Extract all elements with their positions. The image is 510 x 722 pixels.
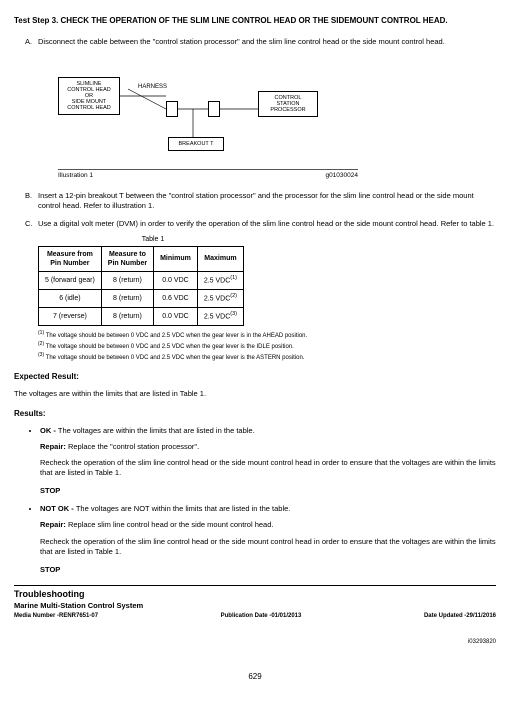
doc-id: i03293820 bbox=[14, 638, 496, 646]
th-from: Measure from Pin Number bbox=[39, 246, 102, 272]
step-b-text: Insert a 12-pin breakout T between the "… bbox=[38, 191, 474, 210]
notok-stop: STOP bbox=[40, 565, 496, 575]
footnote-3: (3) The voltage should be between 0 VDC … bbox=[38, 352, 496, 362]
step-marker-c: C. bbox=[25, 219, 33, 229]
date-updated: Date Updated -29/11/2016 bbox=[424, 612, 496, 620]
troubleshooting-meta-row: Media Number -RENR7651-07 Publication Da… bbox=[14, 612, 496, 620]
table-row: 7 (reverse) 8 (return) 0.0 VDC 2.5 VDC(3… bbox=[39, 307, 244, 325]
results-list: OK - The voltages are within the limits … bbox=[14, 426, 496, 575]
table-row: 6 (idle) 8 (return) 0.6 VDC 2.5 VDC(2) bbox=[39, 290, 244, 308]
expected-result-heading: Expected Result: bbox=[14, 372, 496, 383]
troubleshooting-title: Troubleshooting bbox=[14, 588, 496, 600]
cell: 0.0 VDC bbox=[154, 307, 198, 325]
wiring-diagram: SLIMLINE CONTROL HEAD OR SIDE MOUNT CONT… bbox=[58, 77, 358, 167]
cell: 8 (return) bbox=[101, 290, 153, 308]
cell: 0.6 VDC bbox=[154, 290, 198, 308]
th-min: Minimum bbox=[154, 246, 198, 272]
cell: 8 (return) bbox=[101, 307, 153, 325]
results-heading: Results: bbox=[14, 409, 496, 420]
notok-repair: Repair: Replace slim line control head o… bbox=[40, 520, 496, 530]
cell: 7 (reverse) bbox=[39, 307, 102, 325]
ok-repair: Repair: Replace the "control station pro… bbox=[40, 442, 496, 452]
notok-lead: NOT OK - bbox=[40, 504, 76, 513]
result-ok: OK - The voltages are within the limits … bbox=[40, 426, 496, 497]
ok-recheck: Recheck the operation of the slim line c… bbox=[40, 458, 496, 478]
table-caption: Table 1 bbox=[38, 235, 268, 244]
th-max: Maximum bbox=[197, 246, 243, 272]
procedure-list: A. Disconnect the cable between the "con… bbox=[14, 37, 496, 362]
step-c: C. Use a digital volt meter (DVM) in ord… bbox=[28, 219, 496, 362]
step-b: B. Insert a 12-pin breakout T between th… bbox=[28, 191, 496, 211]
step-a: A. Disconnect the cable between the "con… bbox=[28, 37, 496, 181]
table-header-row: Measure from Pin Number Measure to Pin N… bbox=[39, 246, 244, 272]
notok-text: The voltages are NOT within the limits t… bbox=[76, 504, 291, 513]
cell: 2.5 VDC(3) bbox=[197, 307, 243, 325]
notok-recheck: Recheck the operation of the slim line c… bbox=[40, 537, 496, 557]
troubleshooting-sub: Marine Multi-Station Control System bbox=[14, 601, 496, 611]
step-marker-b: B. bbox=[25, 191, 32, 201]
cell: 6 (idle) bbox=[39, 290, 102, 308]
diagram-container: SLIMLINE CONTROL HEAD OR SIDE MOUNT CONT… bbox=[38, 77, 496, 181]
illustration-caption-row: Illustration 1 g01030024 bbox=[58, 172, 358, 181]
media-number: Media Number -RENR7651-07 bbox=[14, 612, 98, 620]
ok-text: The voltages are within the limits that … bbox=[58, 426, 255, 435]
expected-result-text: The voltages are within the limits that … bbox=[14, 389, 496, 399]
th-to: Measure to Pin Number bbox=[101, 246, 153, 272]
step-a-text: Disconnect the cable between the "contro… bbox=[38, 37, 445, 46]
footnote-1: (1) (1) The voltage should be between 0 … bbox=[38, 330, 496, 340]
footnote-2: (2) The voltage should be between 0 VDC … bbox=[38, 341, 496, 351]
illustration-label: Illustration 1 bbox=[58, 172, 93, 181]
cell: 2.5 VDC(2) bbox=[197, 290, 243, 308]
diagram-lines bbox=[58, 77, 358, 167]
publication-date: Publication Date -01/01/2013 bbox=[221, 612, 302, 620]
voltage-table: Measure from Pin Number Measure to Pin N… bbox=[38, 246, 244, 326]
ok-stop: STOP bbox=[40, 486, 496, 496]
cell: 8 (return) bbox=[101, 272, 153, 290]
table-block: Table 1 Measure from Pin Number Measure … bbox=[38, 235, 496, 362]
ok-lead: OK - bbox=[40, 426, 58, 435]
cell: 5 (forward gear) bbox=[39, 272, 102, 290]
illustration-code: g01030024 bbox=[325, 172, 358, 181]
table-row: 5 (forward gear) 8 (return) 0.0 VDC 2.5 … bbox=[39, 272, 244, 290]
troubleshooting-block: Troubleshooting Marine Multi-Station Con… bbox=[14, 585, 496, 620]
cell: 0.0 VDC bbox=[154, 272, 198, 290]
result-notok: NOT OK - The voltages are NOT within the… bbox=[40, 504, 496, 575]
page-number: 629 bbox=[14, 672, 496, 683]
step-c-text: Use a digital volt meter (DVM) in order … bbox=[38, 219, 494, 228]
test-step-title: Test Step 3. CHECK THE OPERATION OF THE … bbox=[14, 16, 496, 27]
illustration-rule bbox=[58, 169, 358, 170]
step-marker-a: A. bbox=[25, 37, 32, 47]
cell: 2.5 VDC(1) bbox=[197, 272, 243, 290]
